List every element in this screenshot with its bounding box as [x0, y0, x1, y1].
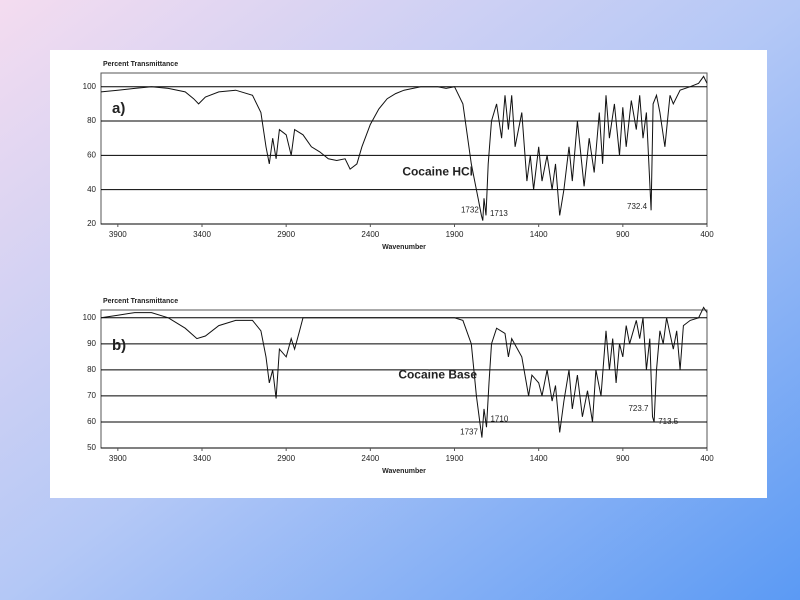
x-tick-label: 900	[616, 230, 630, 239]
x-tick-label: 3900	[109, 230, 127, 239]
peak-label: 1710	[490, 414, 508, 423]
y-tick-label: 100	[83, 313, 97, 322]
x-tick-label: 400	[700, 454, 714, 463]
peak-label: 1737	[460, 427, 478, 436]
y-tick-label: 100	[83, 82, 97, 91]
spectrum-line	[100, 306, 708, 438]
x-tick-label: 1400	[530, 230, 548, 239]
x-tick-label: 3900	[109, 454, 127, 463]
y-tick-label: 90	[87, 339, 96, 348]
x-tick-label: 1400	[530, 454, 548, 463]
y-axis-title: Percent Transmittance	[103, 61, 178, 68]
panel-label: b)	[112, 337, 126, 354]
y-tick-label: 60	[87, 150, 96, 159]
figure-panel	[50, 50, 767, 498]
x-tick-label: 1900	[446, 230, 464, 239]
spectrum-line	[100, 75, 708, 221]
y-tick-label: 80	[87, 365, 96, 374]
x-tick-label: 1900	[446, 454, 464, 463]
y-tick-label: 50	[87, 443, 96, 452]
y-tick-label: 70	[87, 391, 96, 400]
compound-label: Cocaine Base	[398, 367, 477, 381]
x-tick-label: 2900	[277, 230, 295, 239]
x-tick-label: 3400	[193, 230, 211, 239]
peak-label: 1732	[461, 205, 479, 214]
y-tick-label: 20	[87, 219, 96, 228]
y-tick-label: 80	[87, 116, 96, 125]
x-tick-label: 3400	[193, 454, 211, 463]
compound-label: Cocaine HCl	[402, 165, 473, 179]
y-tick-label: 60	[87, 417, 96, 426]
y-axis-title: Percent Transmittance	[103, 298, 178, 305]
x-tick-label: 900	[616, 454, 630, 463]
panel-label: a)	[112, 100, 125, 117]
y-tick-label: 40	[87, 185, 96, 194]
peak-label: 1713	[490, 209, 508, 218]
peak-label: 732.4	[627, 202, 648, 211]
x-axis-title: Wavenumber	[382, 244, 426, 251]
x-tick-label: 2900	[277, 454, 295, 463]
x-axis-title: Wavenumber	[382, 468, 426, 475]
peak-label: 713.5	[658, 417, 679, 426]
x-tick-label: 400	[700, 230, 714, 239]
peak-label: 723.7	[628, 404, 649, 413]
x-tick-label: 2400	[361, 454, 379, 463]
x-tick-label: 2400	[361, 230, 379, 239]
